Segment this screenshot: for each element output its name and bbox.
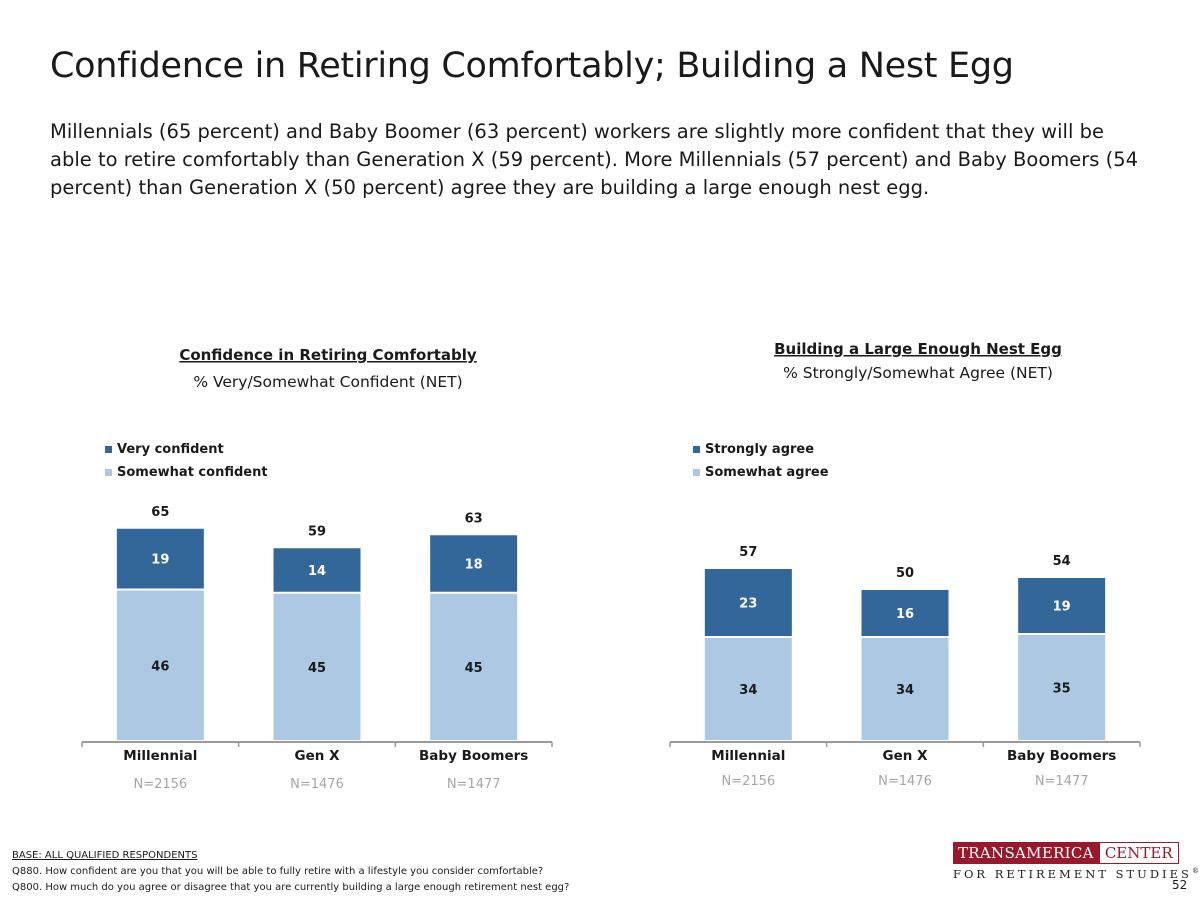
footer-notes: BASE: ALL QUALIFIED RESPONDENTS Q880. Ho…	[12, 848, 569, 896]
chart2-legend-label-2: Somewhat agree	[705, 465, 829, 480]
chart1-legend-label-2: Somewhat confident	[117, 465, 268, 480]
chart1-category-label-3: Baby Boomers	[419, 748, 528, 764]
chart2-data-label-light-1: 34	[739, 683, 757, 698]
chart1-subtitle: % Very/Somewhat Confident (NET)	[193, 373, 462, 391]
chart2-subtitle: % Strongly/Somewhat Agree (NET)	[783, 364, 1053, 382]
logo-part2: CENTER	[1098, 842, 1179, 864]
chart1-data-label-light-2: 45	[308, 661, 326, 676]
charts-canvas: Confidence in Retiring Comfortably % Very…	[81, 340, 1141, 792]
page-number: 52	[1172, 878, 1188, 892]
chart2-sample-size-1: N=2156	[721, 774, 775, 789]
chart2-bar-somewhat-3	[1018, 635, 1106, 740]
footer-question-1: Q880. How confident are you that you wil…	[12, 866, 544, 877]
chart2-sample-size-3: N=1477	[1035, 774, 1089, 789]
chart1-bar-somewhat-3	[430, 593, 518, 740]
chart2-legend-label-1: Strongly agree	[705, 442, 814, 457]
logo-part1: TRANSAMERICA	[953, 842, 1099, 864]
chart1-legend-swatch-1	[105, 446, 112, 453]
chart1-data-label-light-3: 45	[465, 661, 483, 676]
transamerica-logo: TRANSAMERICA CENTER FOR RETIREMENT STUDI…	[953, 842, 1199, 881]
chart2-data-label-dark-2: 16	[896, 607, 914, 622]
chart1-legend-label-1: Very confident	[117, 442, 224, 457]
chart2-data-label-light-3: 35	[1053, 682, 1071, 697]
chart2-data-label-dark-1: 23	[739, 597, 757, 612]
chart1-title: Confidence in Retiring Comfortably	[179, 346, 477, 364]
chart1-total-label-2: 59	[308, 524, 326, 539]
chart2-bar-somewhat-2	[861, 638, 949, 740]
chart1-sample-size-2: N=1476	[290, 777, 344, 792]
chart1-bar-strong-2	[273, 548, 361, 592]
chart1-sample-size-1: N=2156	[133, 777, 187, 792]
chart1-data-label-dark-2: 14	[308, 564, 326, 579]
chart2-bar-somewhat-1	[704, 638, 792, 740]
chart1-bar-strong-3	[430, 535, 518, 592]
chart2-data-label-light-2: 34	[896, 683, 914, 698]
chart1-data-label-dark-1: 19	[151, 553, 169, 568]
page-summary: Millennials (65 percent) and Baby Boomer…	[50, 120, 1139, 199]
chart1-category-label-1: Millennial	[123, 748, 197, 764]
chart1-bar-somewhat-1	[116, 590, 204, 740]
chart2-legend-swatch-2	[693, 469, 700, 476]
chart2-category-label-1: Millennial	[711, 748, 785, 764]
chart2-bar-strong-2	[861, 590, 949, 636]
page-title: Confidence in Retiring Comfortably; Buil…	[50, 46, 1014, 86]
chart2-legend-swatch-1	[693, 446, 700, 453]
chart1-data-label-light-1: 46	[151, 659, 169, 674]
chart2-sample-size-2: N=1476	[878, 774, 932, 789]
footer-question-2: Q800. How much do you agree or disagree …	[12, 882, 570, 893]
chart1-bar-strong-1	[116, 528, 204, 589]
chart2-total-label-3: 54	[1053, 554, 1071, 569]
chart2-title: Building a Large Enough Nest Egg	[774, 340, 1062, 358]
chart2-total-label-2: 50	[896, 566, 914, 581]
chart2-bar-strong-1	[704, 569, 792, 636]
chart2-category-label-2: Gen X	[883, 748, 929, 764]
chart2-bar-strong-3	[1018, 578, 1106, 633]
chart2-data-label-dark-3: 19	[1053, 600, 1071, 615]
chart1-legend-swatch-2	[105, 469, 112, 476]
footer-base: BASE: ALL QUALIFIED RESPONDENTS	[12, 850, 198, 861]
chart1-total-label-1: 65	[151, 505, 169, 520]
chart1-data-label-dark-3: 18	[465, 558, 483, 573]
chart1-total-label-3: 63	[465, 511, 483, 526]
chart1-category-label-2: Gen X	[295, 748, 341, 764]
chart2-category-label-3: Baby Boomers	[1007, 748, 1116, 764]
logo-tagline: FOR RETIREMENT STUDIES®	[953, 867, 1199, 881]
chart1-sample-size-3: N=1477	[447, 777, 501, 792]
chart1-bar-somewhat-2	[273, 593, 361, 740]
chart2-total-label-1: 57	[739, 545, 757, 560]
